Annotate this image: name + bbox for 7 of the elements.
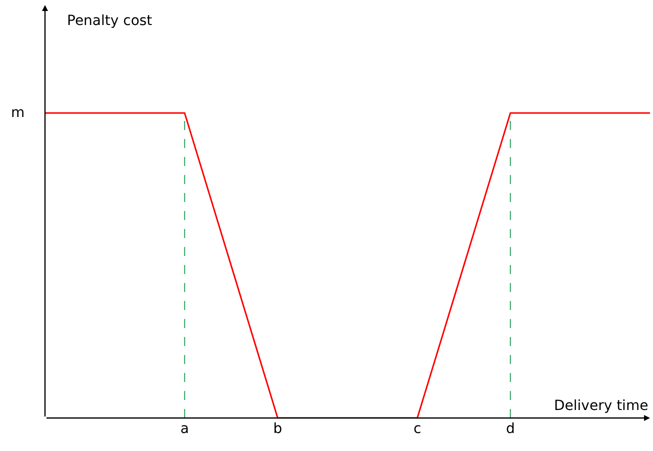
text: m <box>11 105 25 121</box>
x-tick-label: c <box>413 421 422 437</box>
text: Penalty cost <box>67 13 153 29</box>
x-tick-label: d <box>506 421 515 437</box>
x-axis-title: Delivery time <box>554 398 648 414</box>
x-tick-label: a <box>180 421 189 437</box>
x-tick-label: b <box>273 421 282 437</box>
